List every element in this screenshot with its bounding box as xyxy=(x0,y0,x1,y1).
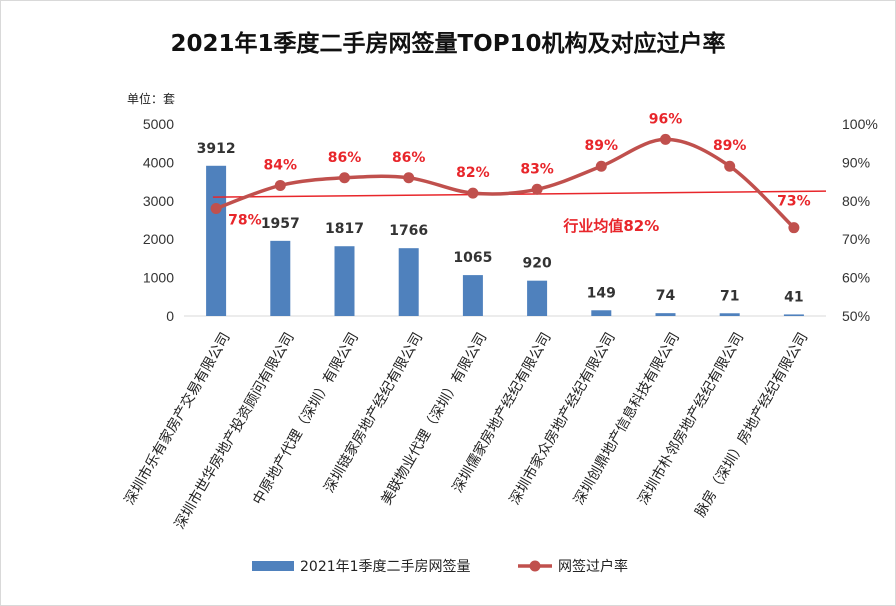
left-tick-label: 5000 xyxy=(143,116,174,132)
average-line xyxy=(212,190,827,198)
bar-series xyxy=(206,165,804,316)
bar-labels: 3912 1957 1817 1766 1065 920 149 74 71 41 xyxy=(197,141,804,306)
right-tick-label: 70% xyxy=(842,231,870,247)
rate-data-label: 84% xyxy=(264,157,298,173)
rate-marker xyxy=(788,222,800,234)
left-tick-label: 2000 xyxy=(143,231,174,247)
bar-data-label: 1817 xyxy=(325,221,364,237)
bar-data-label: 41 xyxy=(784,289,803,305)
bar xyxy=(783,314,804,316)
rate-labels: 78% 84% 86% 86% 82% 83% 89% 96% 89% 73% xyxy=(228,111,811,228)
rate-marker xyxy=(531,183,543,195)
right-tick-label: 90% xyxy=(842,154,870,170)
bar xyxy=(527,280,548,316)
right-axis: 50% 60% 70% 80% 90% 100% xyxy=(842,116,878,324)
bar xyxy=(398,248,419,316)
rate-data-label: 86% xyxy=(392,150,426,166)
bar xyxy=(334,246,355,316)
rate-data-label: 89% xyxy=(713,138,747,154)
bar-data-label: 71 xyxy=(720,288,739,304)
left-tick-label: 0 xyxy=(166,308,174,324)
rate-marker xyxy=(339,172,350,184)
rate-data-label: 73% xyxy=(777,194,811,210)
legend-bar-swatch xyxy=(252,561,294,571)
left-tick-label: 1000 xyxy=(143,270,174,286)
rate-marker xyxy=(595,160,607,172)
chart-title: 2021年1季度二手房网签量TOP10机构及对应过户率 xyxy=(170,30,725,57)
legend-line-marker xyxy=(529,560,541,572)
rate-data-label: 83% xyxy=(520,161,554,177)
right-tick-label: 100% xyxy=(842,116,878,132)
bar-data-label: 74 xyxy=(656,288,676,304)
bar-data-label: 1957 xyxy=(261,216,300,232)
rate-data-label: 96% xyxy=(649,111,683,127)
unit-label: 单位：套 xyxy=(127,91,175,106)
bar xyxy=(655,313,676,316)
rate-marker xyxy=(274,179,286,191)
rate-data-label: 78% xyxy=(228,212,262,228)
rate-series xyxy=(210,133,800,234)
bar-data-label: 149 xyxy=(587,285,616,301)
rate-line xyxy=(215,137,796,229)
right-tick-label: 60% xyxy=(842,270,870,286)
average-line-group: 行业均值82% xyxy=(212,190,827,235)
legend: 2021年1季度二手房网签量 网签过户率 xyxy=(252,558,628,575)
average-label: 行业均值82% xyxy=(562,217,659,235)
bar-data-label: 3912 xyxy=(197,141,236,157)
right-tick-label: 50% xyxy=(842,308,870,324)
rate-data-label: 89% xyxy=(585,138,619,154)
rate-marker xyxy=(660,133,671,145)
right-tick-label: 80% xyxy=(842,193,870,209)
rate-data-label: 82% xyxy=(456,165,490,181)
rate-data-label: 86% xyxy=(328,150,362,166)
rate-marker xyxy=(467,187,479,199)
bar xyxy=(462,275,483,316)
bar xyxy=(719,313,740,316)
left-tick-label: 4000 xyxy=(143,154,174,170)
legend-bar-label: 2021年1季度二手房网签量 xyxy=(300,558,471,575)
rate-marker xyxy=(403,172,415,184)
bar xyxy=(206,165,227,316)
bar-data-label: 920 xyxy=(522,256,551,272)
bar xyxy=(591,310,612,316)
bar-data-label: 1766 xyxy=(389,223,428,239)
rate-marker xyxy=(210,202,222,214)
bar xyxy=(270,240,291,316)
legend-line-label: 网签过户率 xyxy=(558,558,628,575)
left-tick-label: 3000 xyxy=(143,193,174,209)
bar-data-label: 1065 xyxy=(453,250,492,266)
rate-marker xyxy=(724,160,736,172)
left-axis: 0 1000 2000 3000 4000 5000 xyxy=(143,116,174,324)
